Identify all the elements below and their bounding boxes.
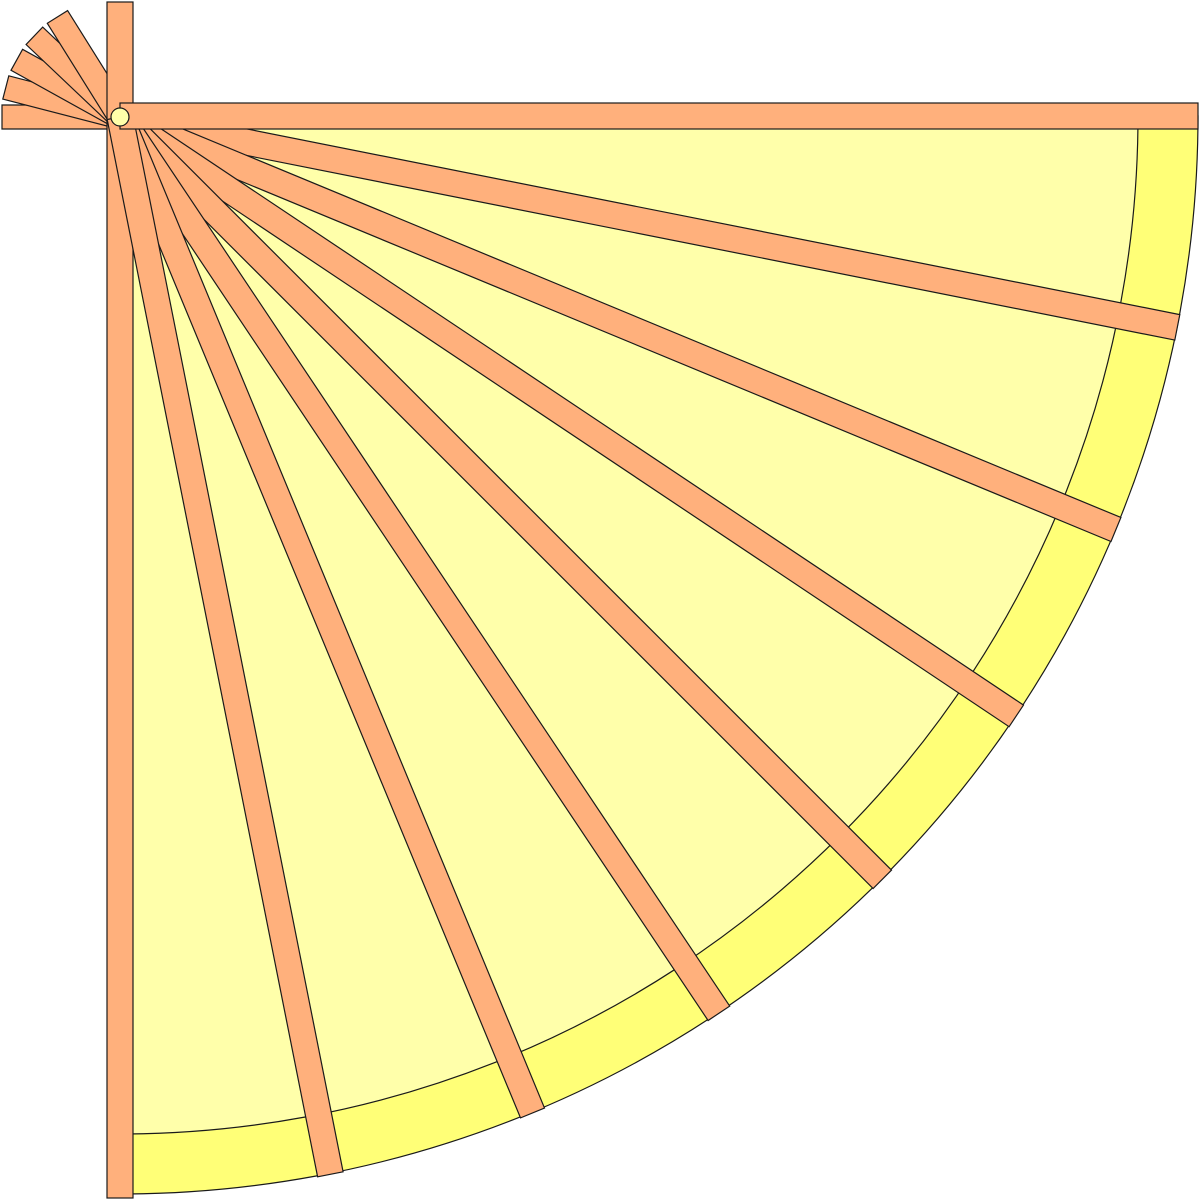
fan-pivot-rivet (110, 107, 130, 127)
fan-guard-horizontal (119, 102, 1199, 130)
spread-ribs-group (106, 103, 1181, 1178)
